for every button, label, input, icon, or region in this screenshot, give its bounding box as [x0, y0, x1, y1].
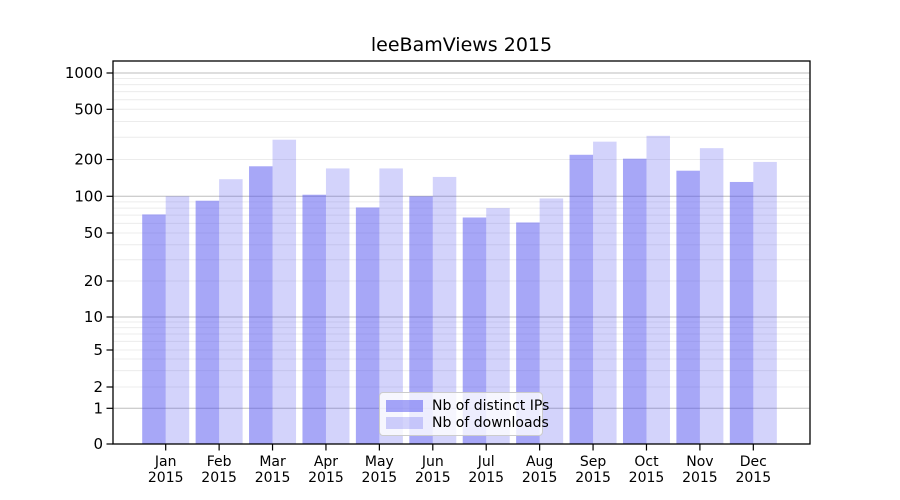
- bar-downloads: [593, 141, 617, 444]
- x-tick-label-year: 2015: [468, 470, 504, 486]
- x-tick-label-month: Nov: [686, 454, 713, 470]
- y-tick-label: 100: [74, 187, 103, 205]
- y-tick-label: 5: [93, 341, 103, 359]
- y-tick-label: 0: [93, 435, 103, 453]
- x-tick-label-month: Jan: [154, 454, 177, 470]
- x-tick-label-year: 2015: [308, 470, 344, 486]
- x-tick-label-year: 2015: [735, 470, 771, 486]
- bar-distinct-ips: [676, 170, 700, 444]
- legend-item-distinct-ips: Nb of distinct IPs: [386, 397, 549, 414]
- x-tick-label-year: 2015: [629, 470, 665, 486]
- x-tick-label-month: Mar: [259, 454, 286, 470]
- bar-distinct-ips: [516, 222, 540, 444]
- bar-distinct-ips: [302, 194, 326, 444]
- bar-downloads: [219, 179, 243, 445]
- y-tick-label: 1: [93, 399, 103, 417]
- bar-distinct-ips: [195, 200, 220, 444]
- bar-downloads: [486, 208, 510, 444]
- bar-downloads: [432, 176, 457, 444]
- y-tick-label: 500: [74, 100, 103, 118]
- plot-border: [112, 60, 811, 445]
- x-tick-label-month: May: [365, 454, 394, 470]
- bar-downloads: [539, 198, 564, 444]
- y-tick-label: 10: [84, 308, 103, 326]
- legend-item-downloads: Nb of downloads: [386, 414, 549, 431]
- x-tick-label-year: 2015: [415, 470, 451, 486]
- x-tick-label-year: 2015: [148, 470, 184, 486]
- legend-swatch-downloads: [386, 416, 423, 429]
- bar-downloads: [165, 196, 190, 444]
- y-tick-label: 1000: [65, 64, 103, 82]
- x-tick-label-year: 2015: [575, 470, 611, 486]
- bar-distinct-ips: [249, 166, 273, 445]
- x-tick-label-year: 2015: [201, 470, 237, 486]
- x-tick-label-month: Dec: [740, 454, 767, 470]
- bar-downloads: [753, 161, 777, 445]
- legend-label-downloads: Nb of downloads: [432, 414, 549, 431]
- legend-swatch-distinct-ips: [386, 399, 423, 412]
- bar-distinct-ips: [142, 214, 166, 444]
- bar-distinct-ips: [569, 154, 594, 444]
- y-tick-label: 50: [84, 224, 103, 242]
- y-tick-label: 20: [84, 272, 103, 290]
- x-tick-label-month: Feb: [207, 454, 232, 470]
- legend: Nb of distinct IPs Nb of downloads: [379, 392, 549, 436]
- bar-distinct-ips: [409, 196, 433, 444]
- x-tick-label-year: 2015: [362, 470, 398, 486]
- x-tick-label-month: Sep: [580, 454, 607, 470]
- bar-distinct-ips: [729, 181, 754, 445]
- x-tick-label-month: Jun: [421, 454, 444, 470]
- legend-label-distinct-ips: Nb of distinct IPs: [432, 397, 550, 414]
- bar-distinct-ips: [462, 217, 487, 444]
- chart-title: leeBamViews 2015: [370, 34, 553, 56]
- bar-downloads: [325, 168, 350, 445]
- x-tick-label-month: Jul: [477, 454, 495, 470]
- bar-distinct-ips: [622, 158, 647, 444]
- x-tick-label-year: 2015: [682, 470, 718, 486]
- bar-downloads: [272, 139, 297, 444]
- x-tick-label-month: Oct: [634, 454, 659, 470]
- x-tick-label-year: 2015: [522, 470, 558, 486]
- x-tick-label-month: Aug: [526, 454, 553, 470]
- bar-distinct-ips: [355, 207, 380, 444]
- bar-downloads: [379, 168, 403, 445]
- bar-downloads: [699, 148, 724, 444]
- bar-downloads: [646, 135, 670, 444]
- y-tick-label: 2: [93, 378, 103, 396]
- y-tick-label: 200: [74, 151, 103, 169]
- x-tick-label-month: Apr: [314, 454, 338, 470]
- x-tick-label-year: 2015: [255, 470, 291, 486]
